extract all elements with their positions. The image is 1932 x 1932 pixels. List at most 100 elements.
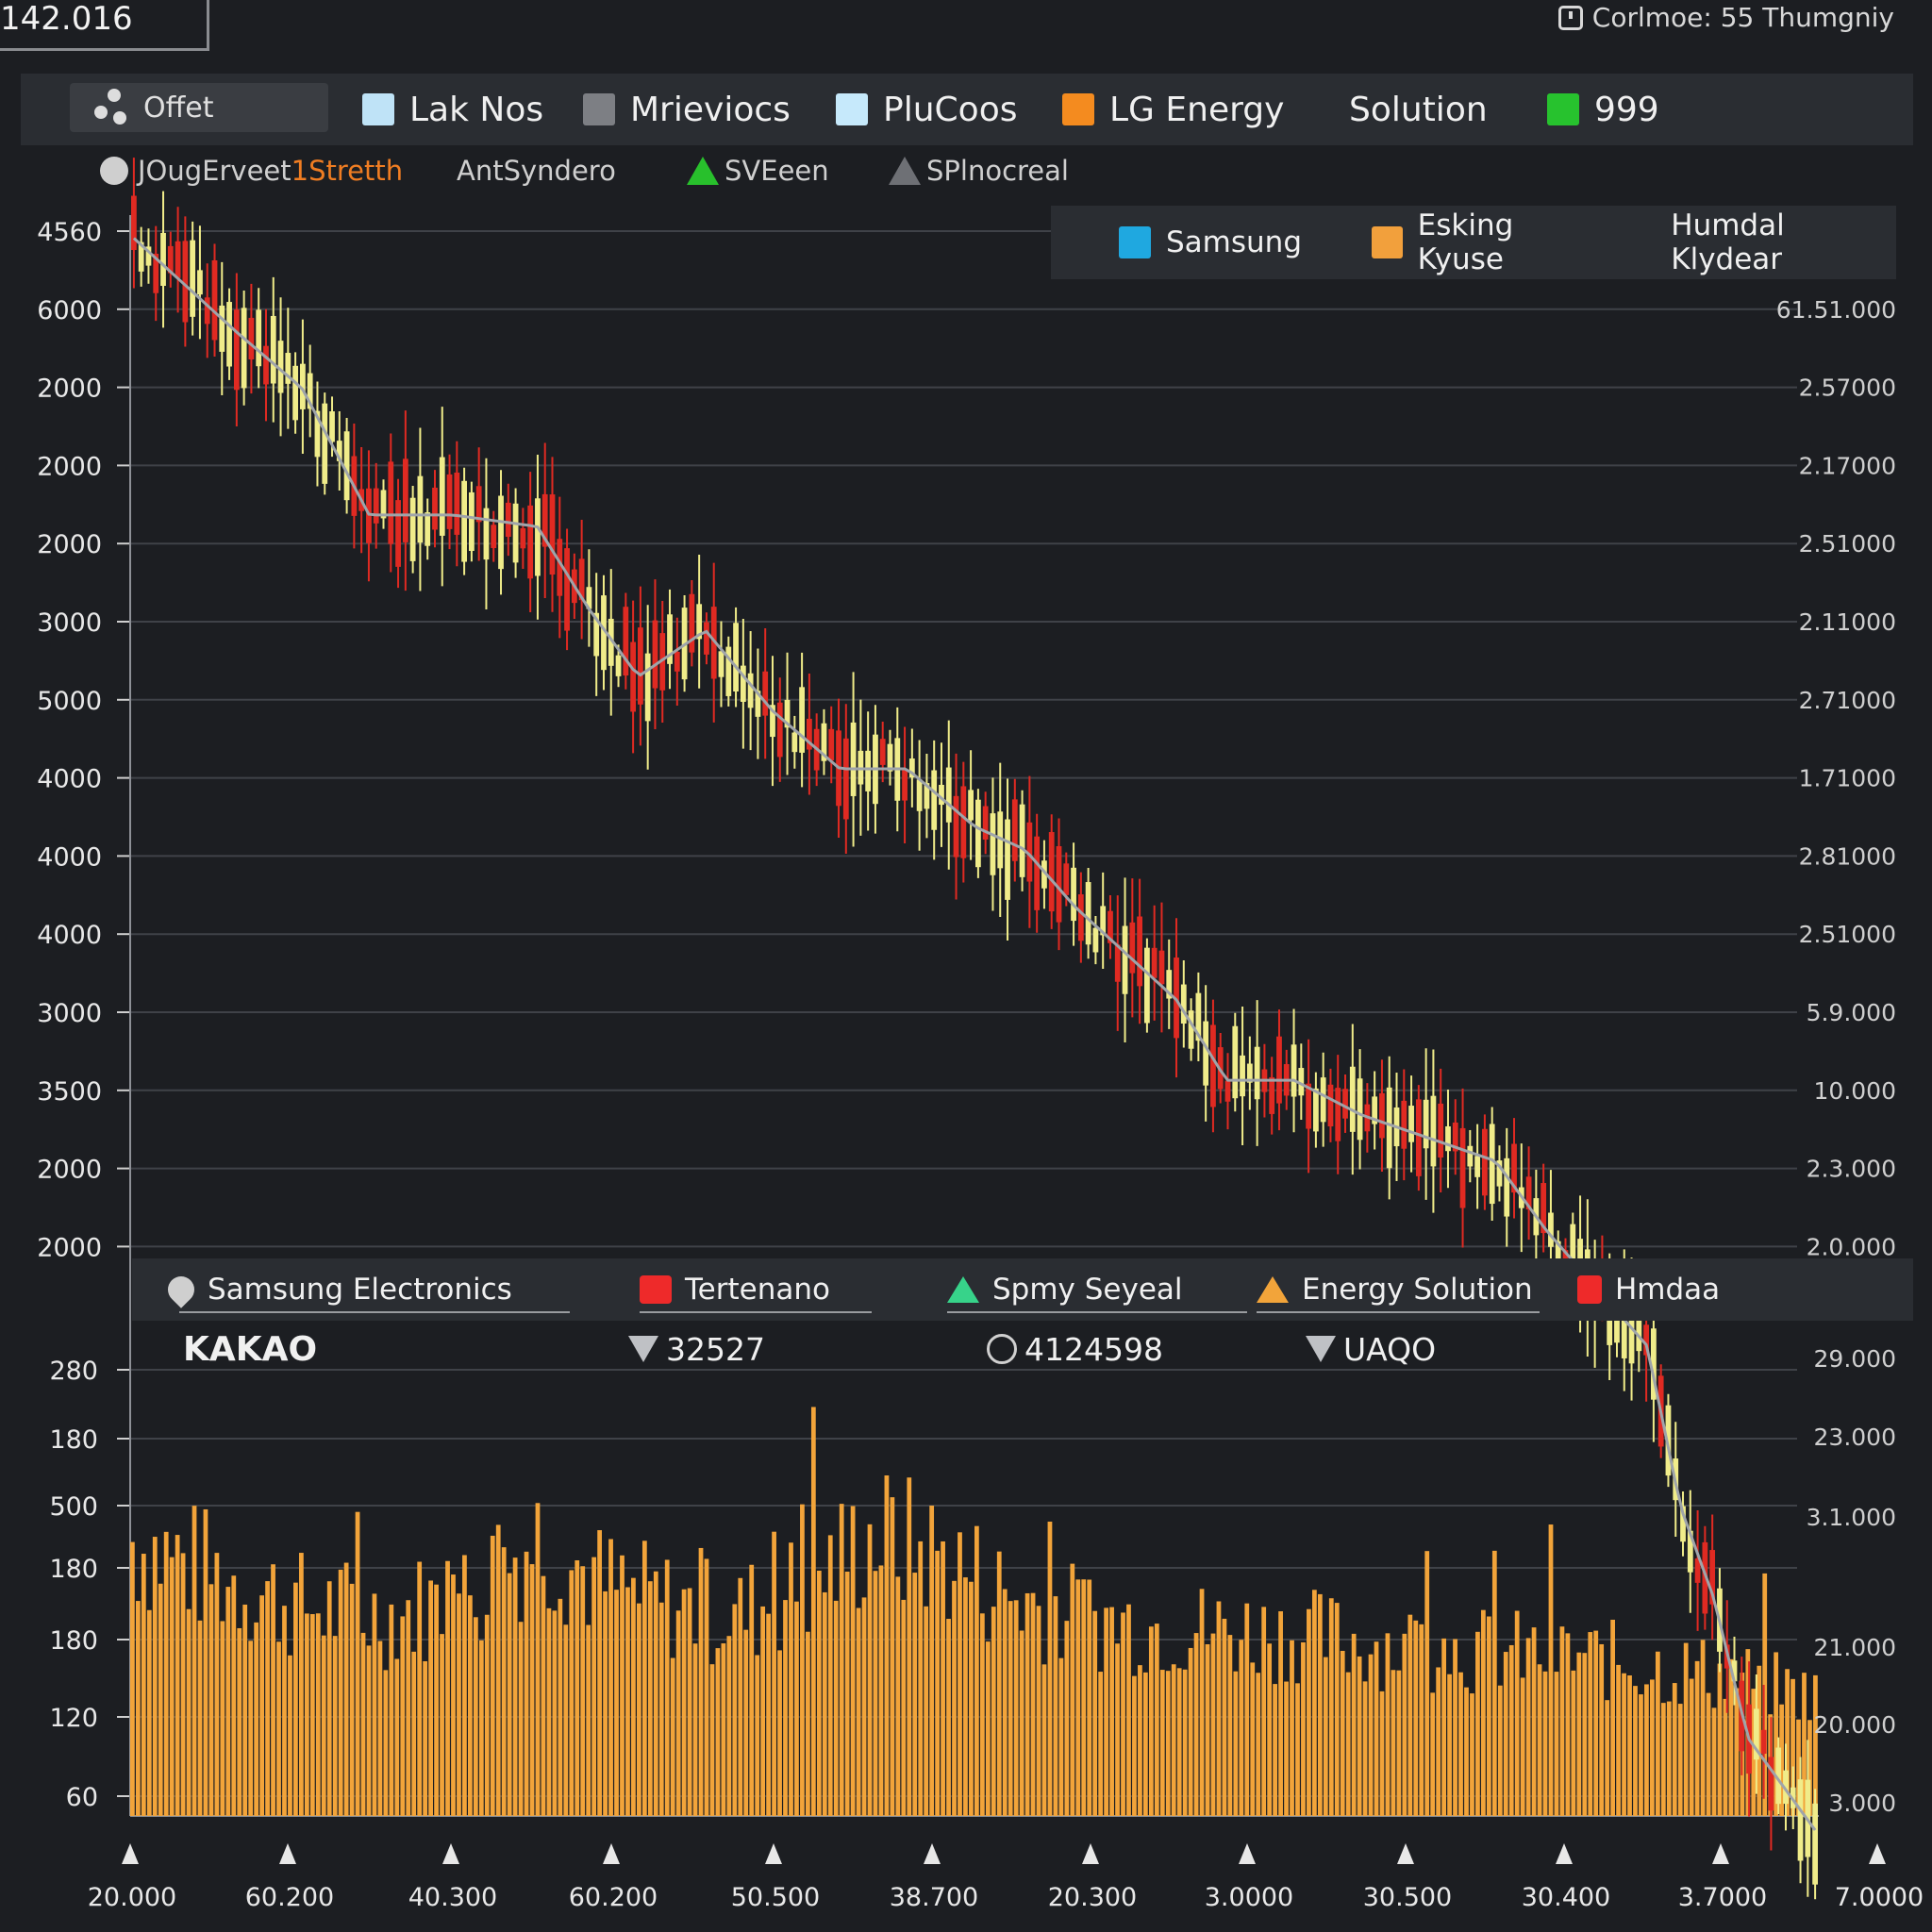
volume-bar	[1165, 1671, 1171, 1816]
volume-bar	[1013, 1600, 1019, 1816]
y-right-tick-label: 61.51.000	[1776, 296, 1896, 324]
volume-bar	[1424, 1551, 1430, 1816]
legend-item-solution[interactable]: Solution	[1349, 74, 1488, 145]
legend-item-plucoos[interactable]: PluCoos	[836, 74, 1017, 145]
candle-body	[1137, 916, 1142, 987]
volume-bar	[884, 1475, 890, 1816]
candle-body	[446, 474, 453, 529]
candle-body	[1210, 1024, 1216, 1108]
candle-body	[667, 614, 673, 664]
volume-bar	[1508, 1644, 1514, 1816]
offset-button[interactable]: Offet	[70, 83, 328, 132]
candle-body	[615, 655, 622, 676]
y-volume-tick-label: 180	[49, 1425, 98, 1455]
candle-body	[747, 673, 754, 708]
series-item-energy-solution[interactable]: Energy Solution	[1257, 1258, 1533, 1321]
candle-body	[1687, 1530, 1693, 1573]
volume-bar	[777, 1650, 782, 1816]
volume-bar	[507, 1573, 512, 1816]
volume-bar	[1261, 1607, 1267, 1816]
volume-bar	[541, 1575, 546, 1816]
series-item-hmdaa[interactable]: Hmdaa	[1577, 1258, 1720, 1321]
volume-bar	[637, 1603, 641, 1816]
sub-legend-item-4[interactable]: SPlnocreal	[889, 151, 1069, 191]
volume-bar	[721, 1643, 726, 1816]
volume-bar	[338, 1569, 343, 1816]
volume-bar	[1672, 1683, 1677, 1816]
right-legend-item-samsung[interactable]: Samsung	[1119, 225, 1302, 259]
series-item-tertenano[interactable]: Tertenano	[640, 1258, 830, 1321]
candle-body	[586, 587, 592, 609]
candle-body	[807, 718, 812, 750]
candle-body	[211, 259, 218, 341]
legend-item-lak-nos[interactable]: Lak Nos	[362, 74, 543, 145]
candle-body	[1298, 1068, 1305, 1096]
volume-bar	[1295, 1683, 1300, 1816]
candle-body	[1048, 832, 1055, 912]
series-legend: Samsung Electronics Tertenano Spmy Seyea…	[132, 1258, 1913, 1321]
volume-bar	[569, 1570, 575, 1816]
candle-body	[557, 539, 563, 596]
triangle-up-icon	[1257, 1276, 1289, 1303]
volume-bar	[434, 1584, 439, 1816]
legend-item-mrieviocs[interactable]: Mrieviocs	[583, 74, 791, 145]
volume-bar	[946, 1619, 951, 1816]
right-legend-item-esking[interactable]: Esking Kyuse	[1372, 208, 1601, 276]
sub-legend-item-2[interactable]: AntSyndero	[457, 151, 616, 191]
legend-label: Lak Nos	[409, 90, 544, 129]
candle-body	[821, 723, 827, 761]
volume-bar	[293, 1582, 298, 1816]
volume-bar	[1345, 1672, 1351, 1816]
candle-body	[1651, 1328, 1657, 1400]
candle-body	[1812, 1803, 1818, 1885]
y-right-tick-label: 2.57000	[1799, 375, 1896, 402]
volume-bar	[1520, 1677, 1525, 1816]
candle-body	[924, 783, 930, 809]
candle-body	[1188, 1010, 1194, 1049]
candle-body	[1306, 1083, 1311, 1129]
volume-bar	[175, 1535, 180, 1816]
x-tick-label: 30.400	[1522, 1883, 1610, 1912]
sub-legend-item-3[interactable]: SVEeen	[687, 151, 829, 191]
candle-body	[1320, 1077, 1326, 1123]
x-axis: 20.000 60.200 40.300 60.200 50.500 38.700 20.3…	[88, 1843, 1924, 1912]
legend-swatch	[1577, 1275, 1602, 1304]
right-legend-item-humdal[interactable]: Humdal Klydear	[1671, 208, 1896, 276]
sub-legend-label: JOugErveet	[138, 155, 291, 187]
series-item-samsung-electronics[interactable]: Samsung Electronics	[162, 1258, 512, 1321]
moving-average-line	[132, 237, 1817, 1831]
volume-bar	[1802, 1673, 1807, 1816]
volume-bar	[1762, 1573, 1768, 1816]
candle-body	[292, 365, 298, 421]
volume-bar	[979, 1613, 985, 1816]
volume-bar	[608, 1539, 613, 1816]
series-item-spmy-seyeal[interactable]: Spmy Seyeal	[947, 1258, 1183, 1321]
triangle-up-icon	[687, 157, 719, 185]
volume-bar	[304, 1613, 309, 1816]
y-tick-label: 2000	[37, 1156, 102, 1185]
y-right-tick-label: 2.3.000	[1807, 1156, 1896, 1183]
volume-bar	[1267, 1643, 1273, 1816]
legend-item-lg-energy[interactable]: LG Energy	[1062, 74, 1284, 145]
candle-body	[902, 769, 908, 801]
volume-bar	[495, 1524, 501, 1816]
candle-body	[1783, 1770, 1789, 1805]
volume-bar	[1334, 1603, 1340, 1816]
volume-bar	[1233, 1671, 1239, 1816]
candle-body	[1342, 1089, 1348, 1119]
candle-body	[1291, 1044, 1297, 1097]
volume-bar	[1301, 1641, 1306, 1816]
candle-body	[1459, 1127, 1466, 1208]
sub-legend-item-1[interactable]: JOugErveet 1Stretth	[100, 151, 403, 191]
legend-item-999[interactable]: 999	[1547, 74, 1659, 145]
volume-bar	[890, 1497, 895, 1816]
sub-legend-label: AntSyndero	[457, 155, 616, 187]
volume-bar	[614, 1590, 619, 1816]
volume-bar	[625, 1587, 630, 1816]
volume-bar	[563, 1624, 569, 1816]
candle-body	[1254, 1046, 1260, 1100]
candle-body	[329, 411, 335, 442]
y-tick-label: 2000	[37, 1233, 102, 1262]
volume-bar	[383, 1670, 389, 1816]
y-volume-tick-label: 180	[49, 1555, 98, 1584]
